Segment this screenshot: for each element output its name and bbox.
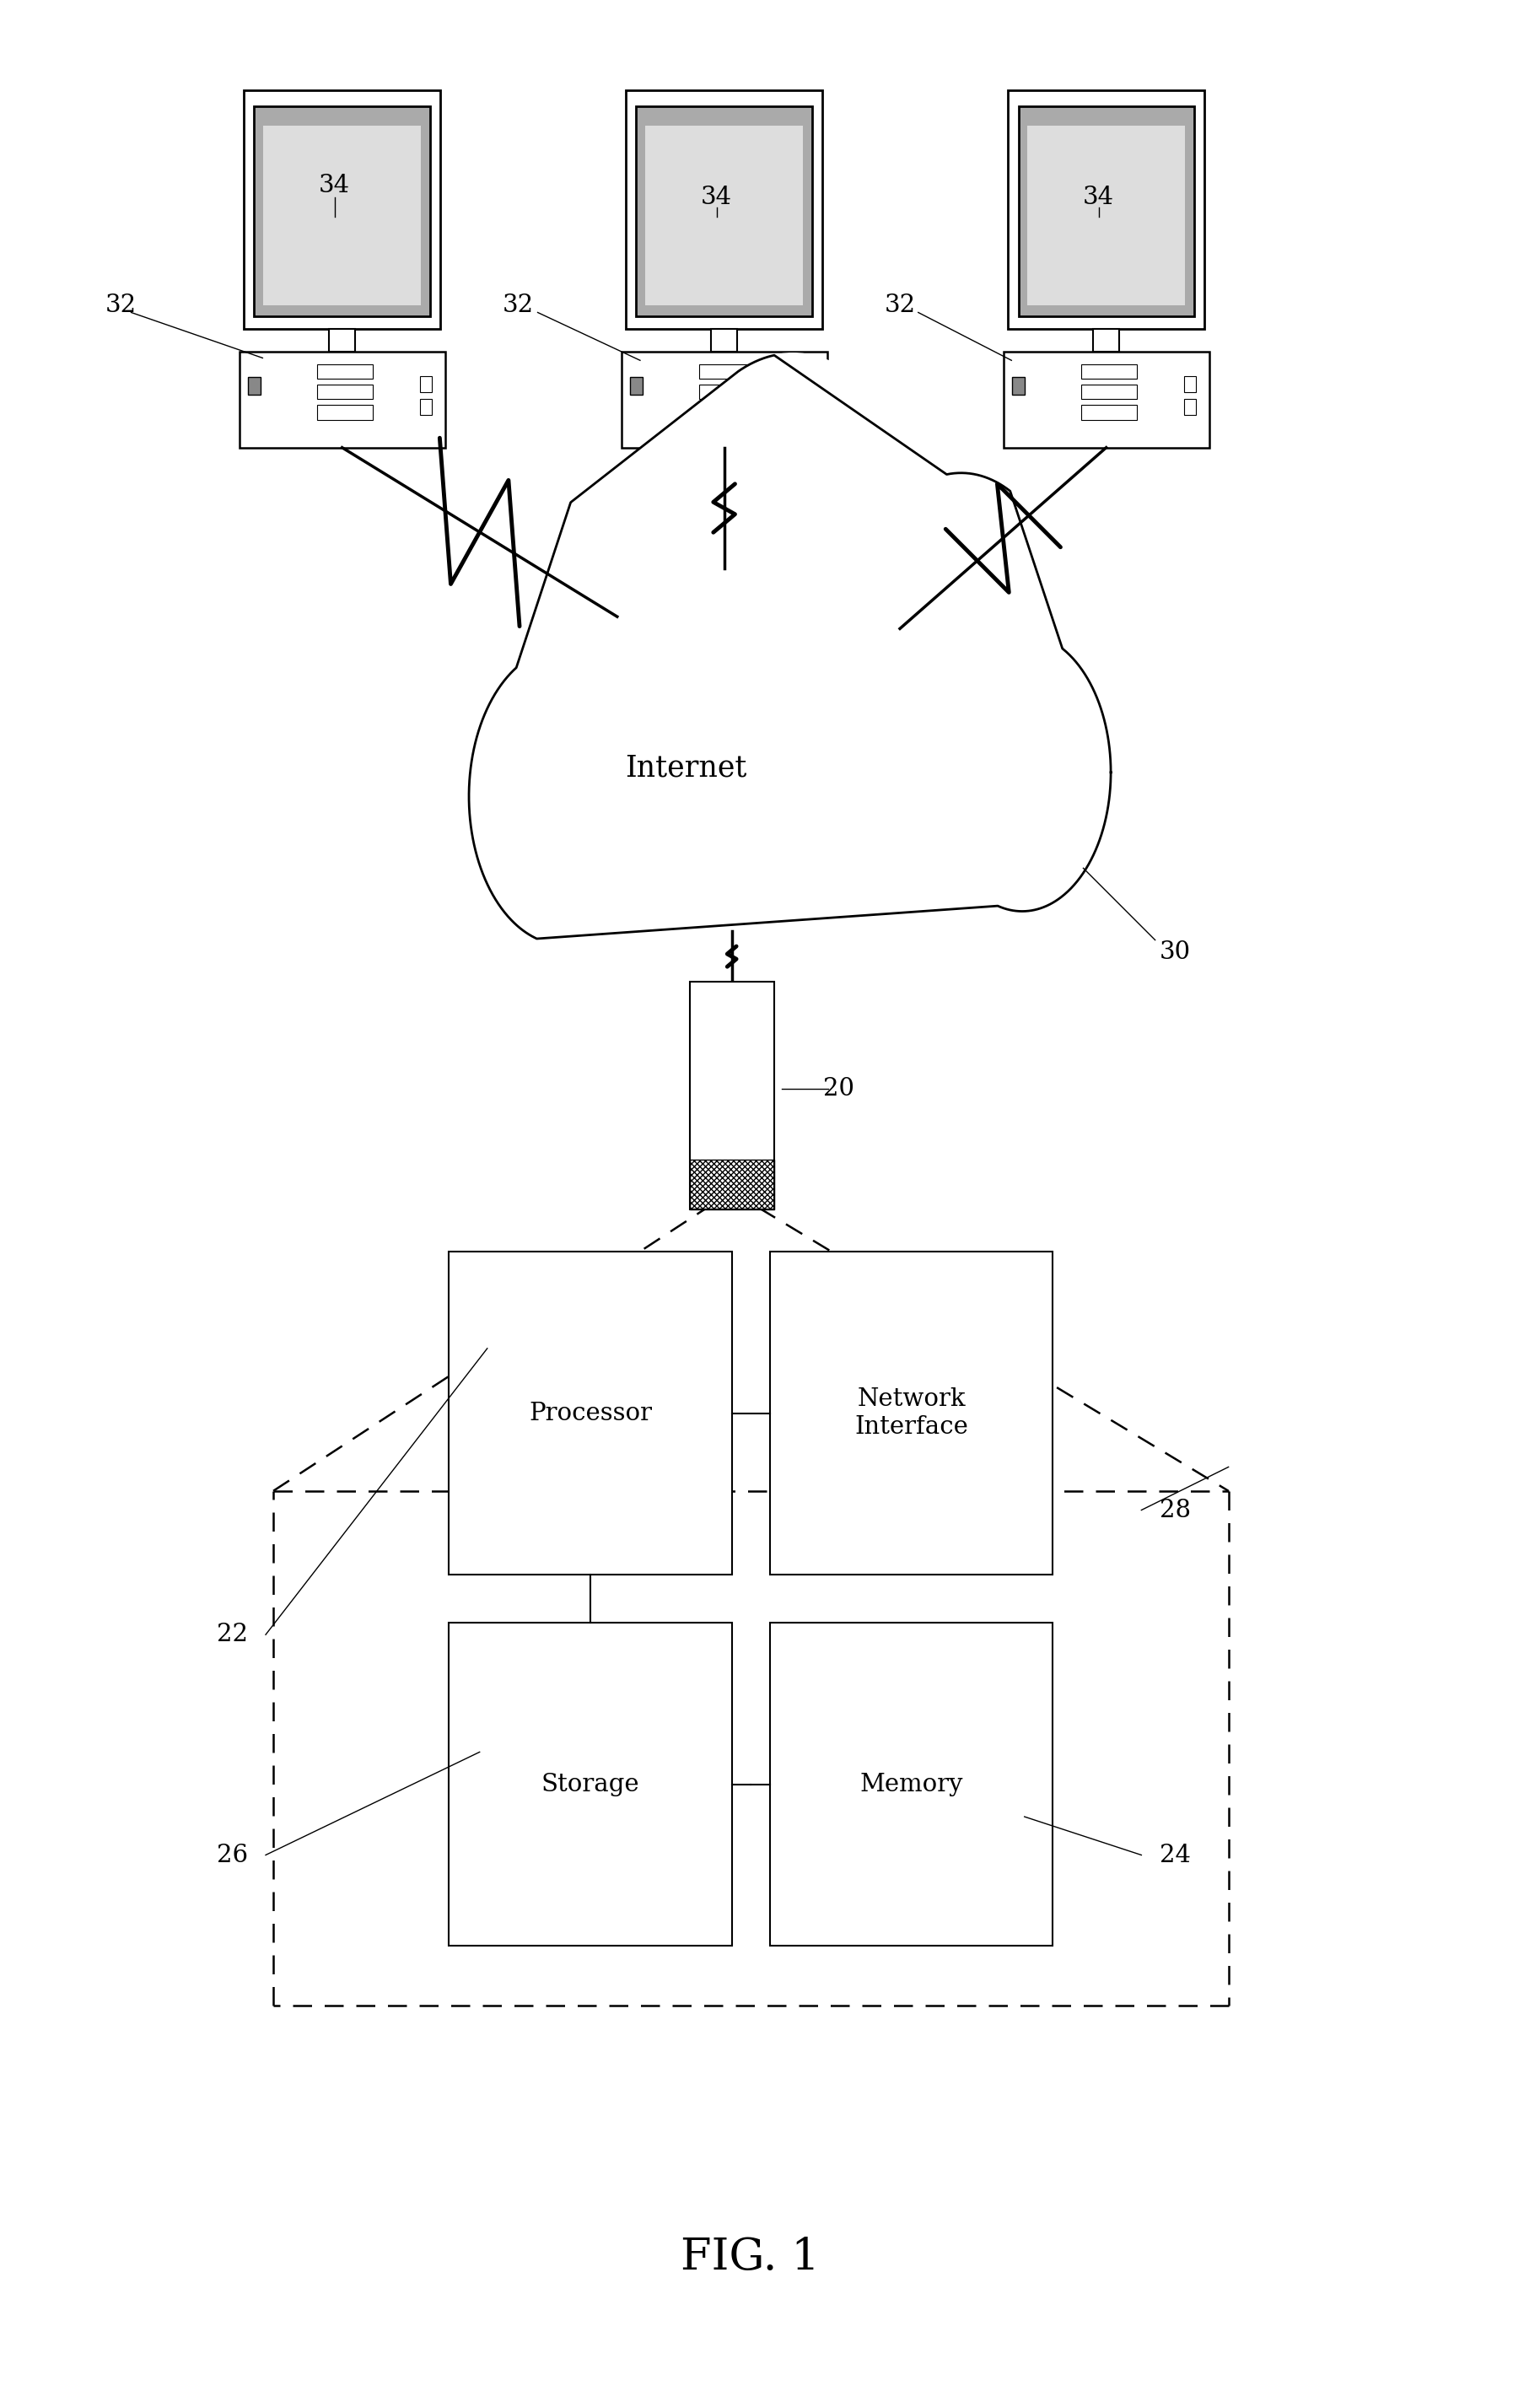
Bar (630, 378, 644, 395)
Bar (317, 363, 373, 378)
Bar (802, 400, 815, 414)
Text: 22: 22 (217, 1622, 248, 1646)
Bar (645, 125, 804, 306)
Circle shape (735, 688, 912, 965)
Bar (627, 91, 822, 330)
Bar (1184, 375, 1197, 392)
Bar (263, 125, 422, 306)
Bar (1081, 404, 1137, 419)
Bar (802, 375, 815, 392)
Text: Processor: Processor (528, 1401, 651, 1425)
Bar (420, 375, 431, 392)
Text: Memory: Memory (859, 1772, 963, 1796)
Bar (450, 1622, 732, 1945)
Polygon shape (468, 356, 1110, 939)
Text: 24: 24 (1160, 1844, 1190, 1868)
Bar (1093, 330, 1120, 351)
Text: FIG. 1: FIG. 1 (681, 2236, 819, 2279)
Bar (636, 106, 812, 315)
Bar (1004, 351, 1209, 448)
Circle shape (852, 472, 1072, 818)
Bar (1012, 378, 1026, 395)
Bar (317, 385, 373, 400)
Bar (420, 400, 431, 414)
Bar (711, 330, 738, 351)
Bar (330, 330, 356, 351)
Text: Storage: Storage (541, 1772, 639, 1796)
Circle shape (659, 354, 927, 775)
Text: 32: 32 (105, 294, 136, 318)
Bar (1081, 363, 1137, 378)
Bar (243, 91, 440, 330)
Text: 26: 26 (217, 1844, 248, 1868)
Bar (1081, 385, 1137, 400)
Text: 20: 20 (824, 1076, 855, 1100)
Bar (770, 1252, 1053, 1574)
Bar (770, 1622, 1053, 1945)
Text: 34: 34 (1083, 185, 1115, 209)
Bar (621, 351, 827, 448)
Circle shape (514, 479, 735, 826)
Bar (699, 363, 755, 378)
Bar (1027, 125, 1186, 306)
Text: 32: 32 (884, 294, 916, 318)
Circle shape (933, 633, 1110, 912)
Circle shape (591, 708, 750, 958)
Text: 28: 28 (1160, 1497, 1190, 1521)
Text: Internet: Internet (625, 753, 747, 782)
Text: Network
Interface: Network Interface (855, 1386, 969, 1439)
Bar (1009, 91, 1204, 330)
Bar (699, 404, 755, 419)
Bar (1018, 106, 1194, 315)
Text: 32: 32 (502, 294, 533, 318)
Bar (248, 378, 260, 395)
Bar (699, 385, 755, 400)
Bar (690, 982, 773, 1208)
Bar (1184, 400, 1197, 414)
Bar (239, 351, 445, 448)
Text: 34: 34 (701, 185, 732, 209)
Bar (450, 1252, 732, 1574)
Bar (690, 1160, 773, 1208)
Text: 30: 30 (1160, 941, 1190, 963)
Circle shape (468, 647, 659, 946)
Bar (317, 404, 373, 419)
Text: 34: 34 (319, 173, 350, 197)
Bar (254, 106, 430, 315)
